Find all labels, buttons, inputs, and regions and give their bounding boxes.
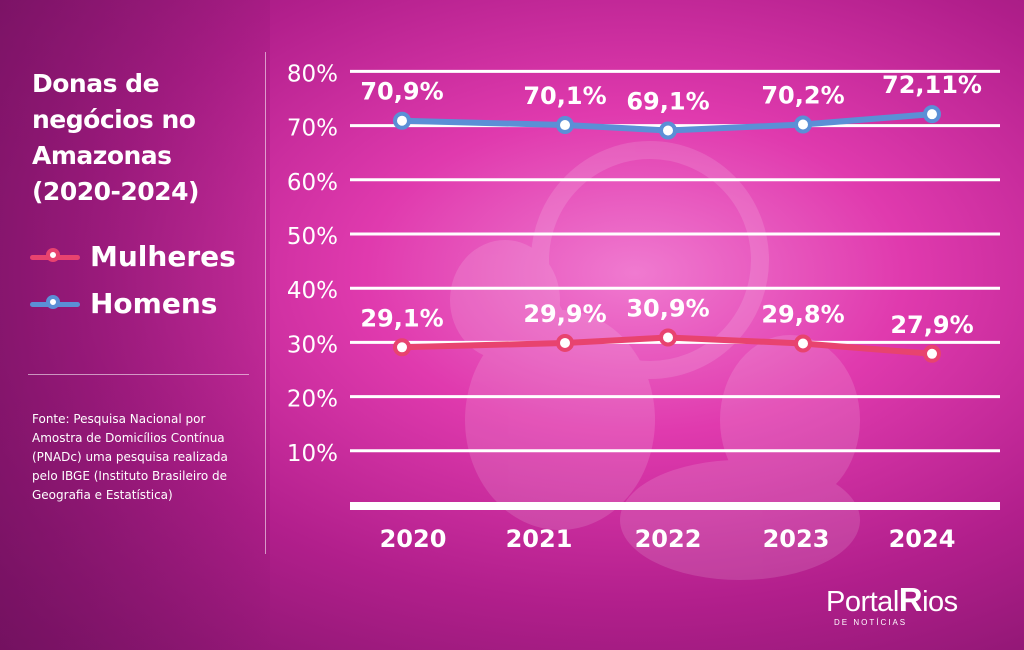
logo-wordmark: PortalRios bbox=[826, 581, 986, 618]
title-line: negócios no bbox=[32, 105, 196, 134]
y-tick-label: 10% bbox=[287, 441, 338, 467]
left-panel-background bbox=[0, 0, 270, 650]
data-point-homens bbox=[794, 115, 812, 134]
legend-swatch-homens bbox=[30, 294, 80, 309]
legend-label-homens: Homens bbox=[90, 287, 218, 320]
x-axis-baseline bbox=[350, 502, 1000, 510]
legend-label-mulheres: Mulheres bbox=[90, 240, 236, 273]
y-axis-ticks: 10% 20% 30% 40% 50% 60% 70% 80% bbox=[287, 61, 338, 466]
data-label-mulheres: 29,9% bbox=[523, 300, 606, 328]
data-point-mulheres bbox=[794, 334, 812, 353]
data-label-mulheres: 30,9% bbox=[626, 295, 709, 323]
data-label-homens: 70,9% bbox=[360, 78, 443, 106]
y-tick-label: 60% bbox=[287, 170, 338, 196]
legend-item-mulheres: Mulheres bbox=[30, 240, 236, 273]
title-line: (2020-2024) bbox=[32, 177, 199, 206]
x-tick-label: 2020 bbox=[380, 525, 447, 553]
data-label-mulheres: 29,8% bbox=[761, 300, 844, 328]
y-tick-label: 30% bbox=[287, 332, 338, 358]
y-tick-label: 20% bbox=[287, 387, 338, 413]
data-point-mulheres bbox=[393, 338, 411, 357]
x-tick-label: 2023 bbox=[763, 525, 830, 553]
logo-part1: Portal bbox=[826, 586, 899, 618]
background-decoration bbox=[450, 141, 860, 580]
x-axis-ticks: 2020 2021 2022 2023 2024 bbox=[380, 525, 956, 553]
data-point-homens bbox=[393, 111, 411, 130]
data-point-homens bbox=[923, 105, 941, 124]
data-label-homens: 70,1% bbox=[523, 82, 606, 110]
panel-divider bbox=[265, 52, 266, 554]
y-tick-label: 80% bbox=[287, 61, 338, 87]
logo-tagline: DE NOTÍCIAS bbox=[834, 618, 908, 627]
chart-title: Donas de negócios no Amazonas (2020-2024… bbox=[32, 66, 252, 210]
y-tick-label: 50% bbox=[287, 224, 338, 250]
series-mulheres: 29,1% 29,9% 30,9% 29,8% 27,9% bbox=[360, 295, 974, 363]
legend-item-homens: Homens bbox=[30, 287, 217, 320]
data-point-homens bbox=[659, 121, 677, 140]
data-point-mulheres bbox=[923, 344, 941, 363]
data-label-homens: 69,1% bbox=[626, 87, 709, 115]
title-line: Amazonas bbox=[32, 141, 172, 170]
data-label-homens: 70,2% bbox=[761, 82, 844, 110]
x-tick-label: 2022 bbox=[635, 525, 702, 553]
series-layer: 29,1% 29,9% 30,9% 29,8% 27,9% 70,9% 70,1% 69,1%… bbox=[360, 71, 982, 363]
logo-part2: R bbox=[898, 581, 923, 618]
data-label-mulheres: 29,1% bbox=[360, 304, 443, 332]
data-point-mulheres bbox=[659, 328, 677, 347]
logo-part3: ios bbox=[922, 586, 958, 618]
y-tick-label: 70% bbox=[287, 116, 338, 142]
data-point-homens bbox=[556, 116, 574, 135]
data-label-mulheres: 27,9% bbox=[890, 311, 973, 339]
y-tick-label: 40% bbox=[287, 278, 338, 304]
source-note: Fonte: Pesquisa Nacional por Amostra de … bbox=[32, 412, 228, 502]
legend-divider bbox=[28, 374, 249, 375]
x-tick-label: 2021 bbox=[506, 525, 573, 553]
series-homens: 70,9% 70,1% 69,1% 70,2% 72,11% bbox=[360, 71, 982, 140]
data-label-homens: 72,11% bbox=[882, 71, 982, 99]
title-line: Donas de bbox=[32, 69, 160, 98]
legend-swatch-mulheres bbox=[30, 247, 80, 262]
data-point-mulheres bbox=[556, 333, 574, 352]
portal-rios-logo: PortalRios DE NOTÍCIAS bbox=[826, 581, 986, 630]
x-tick-label: 2024 bbox=[889, 525, 956, 553]
